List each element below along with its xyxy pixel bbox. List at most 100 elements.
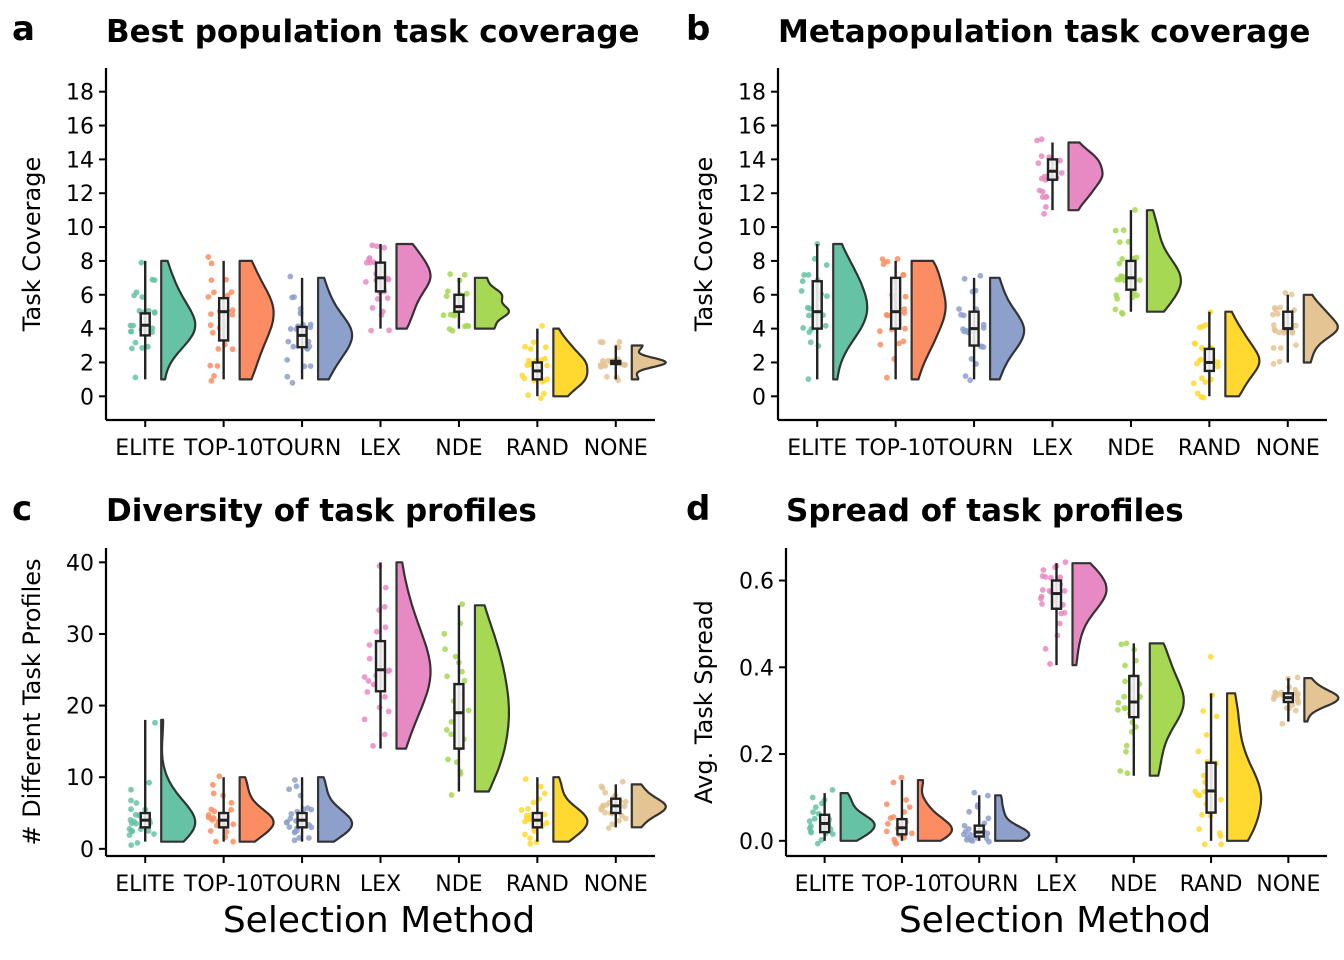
box-iqr — [889, 276, 902, 330]
data-point — [984, 830, 991, 837]
data-point — [293, 783, 300, 790]
data-point — [801, 272, 808, 278]
data-point — [368, 327, 374, 334]
data-point — [1134, 292, 1140, 299]
panel-a-ylabel: Task Coverage — [18, 157, 46, 332]
data-point — [967, 377, 973, 384]
x-tick-label: RAND — [506, 872, 569, 897]
data-point — [900, 338, 907, 345]
panel-letter-b: b — [686, 9, 710, 49]
data-point — [814, 241, 821, 247]
data-point — [824, 293, 830, 300]
data-point — [1039, 587, 1046, 593]
panel-c: c Diversity of task profiles # Different… — [12, 489, 667, 941]
data-point — [818, 837, 825, 843]
data-point — [292, 777, 298, 783]
data-point — [308, 806, 315, 813]
data-point — [465, 707, 472, 714]
data-point — [1061, 588, 1068, 594]
data-point — [983, 835, 990, 842]
data-point — [902, 293, 909, 300]
violin-half — [238, 776, 275, 843]
data-point — [806, 825, 813, 832]
data-point — [381, 604, 388, 610]
data-point — [211, 289, 217, 296]
data-point — [1200, 708, 1207, 714]
data-point — [1039, 194, 1046, 201]
data-point — [1048, 574, 1054, 581]
data-point — [1118, 273, 1124, 280]
data-point — [210, 815, 217, 821]
data-point — [447, 271, 454, 277]
data-point — [381, 244, 388, 251]
data-point — [909, 830, 915, 837]
data-point — [522, 776, 529, 782]
data-point — [139, 294, 146, 300]
data-point — [459, 601, 466, 607]
y-tick-label: 18 — [66, 81, 94, 106]
data-point — [1199, 323, 1206, 330]
data-point — [307, 363, 314, 369]
data-point — [1122, 662, 1128, 669]
data-point — [609, 821, 616, 828]
data-point — [211, 808, 218, 815]
data-point — [228, 799, 235, 806]
x-tick-label: LEX — [360, 436, 401, 461]
data-point — [128, 806, 134, 813]
panel-letter-d: d — [686, 489, 710, 529]
data-point — [1207, 654, 1214, 660]
data-point — [205, 254, 212, 260]
y-tick-label: 16 — [738, 115, 766, 140]
data-point — [1039, 188, 1046, 195]
data-point — [977, 272, 984, 279]
data-point — [1199, 375, 1205, 382]
data-point — [1116, 239, 1123, 246]
data-point — [603, 373, 610, 380]
data-point — [1190, 380, 1197, 387]
data-point — [622, 362, 628, 368]
data-point — [128, 786, 134, 793]
data-point — [445, 756, 451, 763]
data-point — [145, 828, 152, 834]
data-point — [527, 840, 534, 847]
data-point — [361, 674, 368, 680]
x-tick-label: LEX — [1036, 872, 1077, 897]
data-point — [1213, 713, 1220, 720]
data-point — [1112, 306, 1119, 313]
data-point — [374, 243, 380, 250]
x-tick-label: NONE — [584, 436, 648, 461]
data-point — [1124, 770, 1131, 777]
box-iqr — [453, 293, 465, 313]
data-point — [1136, 277, 1143, 284]
data-point — [960, 326, 966, 333]
data-point — [1199, 345, 1205, 351]
data-point — [805, 272, 812, 278]
data-point — [382, 693, 388, 700]
violin-half — [473, 604, 510, 793]
data-point — [811, 815, 818, 822]
data-point — [806, 312, 812, 319]
data-point — [1196, 357, 1203, 364]
panel-d-ylabel: Avg. Task Spread — [690, 600, 718, 804]
data-point — [800, 325, 807, 331]
data-point — [1202, 379, 1209, 385]
data-point — [1115, 699, 1122, 706]
data-point — [363, 279, 369, 285]
violin-half — [160, 259, 197, 381]
data-point — [208, 277, 215, 283]
data-point — [370, 743, 376, 749]
data-point — [128, 842, 135, 848]
data-point — [213, 838, 219, 845]
data-point — [1272, 327, 1278, 334]
data-point — [879, 256, 886, 263]
y-tick-label: 8 — [752, 250, 766, 275]
data-point — [1195, 748, 1202, 755]
panel-c-title: Diversity of task profiles — [106, 493, 537, 529]
data-point — [386, 327, 392, 334]
data-point — [807, 339, 814, 346]
data-point — [296, 835, 302, 841]
data-point — [543, 820, 550, 826]
data-point — [1039, 573, 1046, 579]
data-point — [449, 327, 456, 334]
